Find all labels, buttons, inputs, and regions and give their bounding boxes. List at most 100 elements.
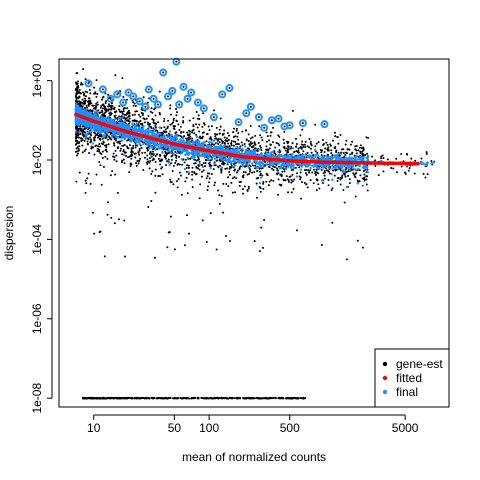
final-point bbox=[106, 132, 109, 135]
gene-est-point bbox=[221, 142, 224, 145]
gene-est-point bbox=[121, 120, 124, 123]
gene-est-point bbox=[184, 158, 187, 161]
gene-est-point bbox=[144, 121, 147, 124]
final-point bbox=[290, 155, 293, 158]
gene-est-point bbox=[259, 170, 262, 173]
gene-est-point bbox=[224, 167, 227, 170]
gene-est-point bbox=[220, 171, 223, 174]
gene-est-point bbox=[151, 111, 154, 114]
final-point bbox=[107, 115, 110, 119]
gene-est-point bbox=[315, 168, 318, 171]
gene-est-point bbox=[315, 142, 318, 145]
gene-est-point bbox=[253, 171, 256, 174]
gene-est-point bbox=[292, 187, 295, 190]
final-point bbox=[142, 142, 145, 146]
gene-est-point bbox=[264, 160, 267, 163]
final-point bbox=[222, 159, 225, 162]
gene-est-point bbox=[282, 138, 285, 141]
gene-est-point bbox=[235, 171, 238, 174]
gene-est-point bbox=[150, 200, 153, 203]
gene-est-point bbox=[198, 197, 201, 200]
gene-est-point bbox=[154, 168, 157, 171]
gene-est-point bbox=[142, 168, 145, 171]
gene-est-point bbox=[77, 85, 80, 87]
gene-est-point bbox=[131, 397, 134, 399]
gene-est-point bbox=[159, 153, 162, 156]
gene-est-point bbox=[172, 183, 175, 186]
gene-est-point bbox=[186, 192, 189, 195]
gene-est-point bbox=[87, 128, 90, 131]
gene-est-point bbox=[77, 149, 80, 152]
gene-est-point bbox=[99, 106, 102, 109]
gene-est-point bbox=[298, 166, 301, 169]
gene-est-point bbox=[76, 152, 79, 155]
gene-est-point bbox=[262, 182, 265, 185]
gene-est-point bbox=[232, 144, 235, 147]
gene-est-point bbox=[188, 119, 191, 122]
gene-est-point bbox=[382, 170, 385, 173]
gene-est-point bbox=[101, 96, 104, 99]
gene-est-point bbox=[198, 118, 201, 121]
gene-est-point bbox=[84, 131, 87, 134]
gene-est-point bbox=[185, 166, 188, 169]
gene-est-point bbox=[225, 235, 228, 238]
gene-est-point bbox=[172, 119, 175, 122]
gene-est-point bbox=[76, 90, 79, 93]
gene-est-point bbox=[324, 147, 327, 150]
final-point bbox=[155, 141, 159, 144]
gene-est-point bbox=[350, 152, 353, 155]
final-point bbox=[186, 156, 189, 160]
gene-est-point bbox=[85, 95, 88, 98]
gene-est-point bbox=[128, 396, 131, 399]
gene-est-point bbox=[113, 397, 116, 400]
gene-est-point bbox=[257, 397, 260, 400]
final-point bbox=[142, 125, 145, 128]
gene-est-point bbox=[277, 142, 280, 145]
gene-est-point bbox=[337, 151, 340, 154]
gene-est-point bbox=[110, 216, 113, 219]
gene-est-point bbox=[205, 140, 208, 143]
gene-est-point bbox=[175, 180, 178, 183]
gene-est-point bbox=[95, 104, 98, 107]
gene-est-point bbox=[110, 112, 113, 115]
gene-est-point bbox=[316, 179, 319, 182]
gene-est-point bbox=[413, 172, 416, 175]
gene-est-point bbox=[200, 175, 203, 178]
gene-est-point bbox=[117, 218, 120, 221]
gene-est-point bbox=[302, 150, 305, 153]
gene-est-point bbox=[291, 397, 294, 400]
gene-est-point bbox=[147, 115, 150, 117]
final-point bbox=[343, 170, 346, 174]
gene-est-point bbox=[204, 396, 207, 399]
gene-est-point bbox=[426, 173, 429, 176]
gene-est-point bbox=[283, 170, 286, 173]
gene-est-point bbox=[186, 214, 189, 217]
final-point bbox=[123, 120, 127, 123]
gene-est-point bbox=[201, 137, 204, 140]
gene-est-point bbox=[188, 129, 191, 132]
gene-est-point bbox=[192, 124, 195, 127]
final-point bbox=[190, 150, 194, 154]
gene-est-point bbox=[161, 173, 164, 176]
gene-est-point bbox=[327, 149, 330, 152]
gene-est-point bbox=[279, 397, 282, 400]
gene-est-point bbox=[101, 156, 104, 159]
gene-est-point bbox=[317, 141, 320, 144]
gene-est-point bbox=[282, 178, 285, 181]
final-point bbox=[356, 182, 359, 185]
gene-est-point bbox=[104, 92, 107, 95]
gene-est-point bbox=[117, 108, 120, 111]
final-point bbox=[168, 163, 171, 167]
gene-est-point bbox=[105, 150, 108, 153]
gene-est-point bbox=[299, 178, 302, 181]
gene-est-point bbox=[107, 201, 110, 204]
gene-est-point bbox=[198, 168, 201, 171]
gene-est-point bbox=[118, 135, 121, 138]
gene-est-point bbox=[107, 143, 110, 146]
gene-est-point bbox=[353, 154, 356, 157]
gene-est-point bbox=[99, 145, 102, 148]
gene-est-point bbox=[80, 82, 83, 85]
final-point bbox=[355, 155, 358, 158]
gene-est-point bbox=[256, 169, 259, 172]
gene-est-point bbox=[193, 158, 196, 161]
